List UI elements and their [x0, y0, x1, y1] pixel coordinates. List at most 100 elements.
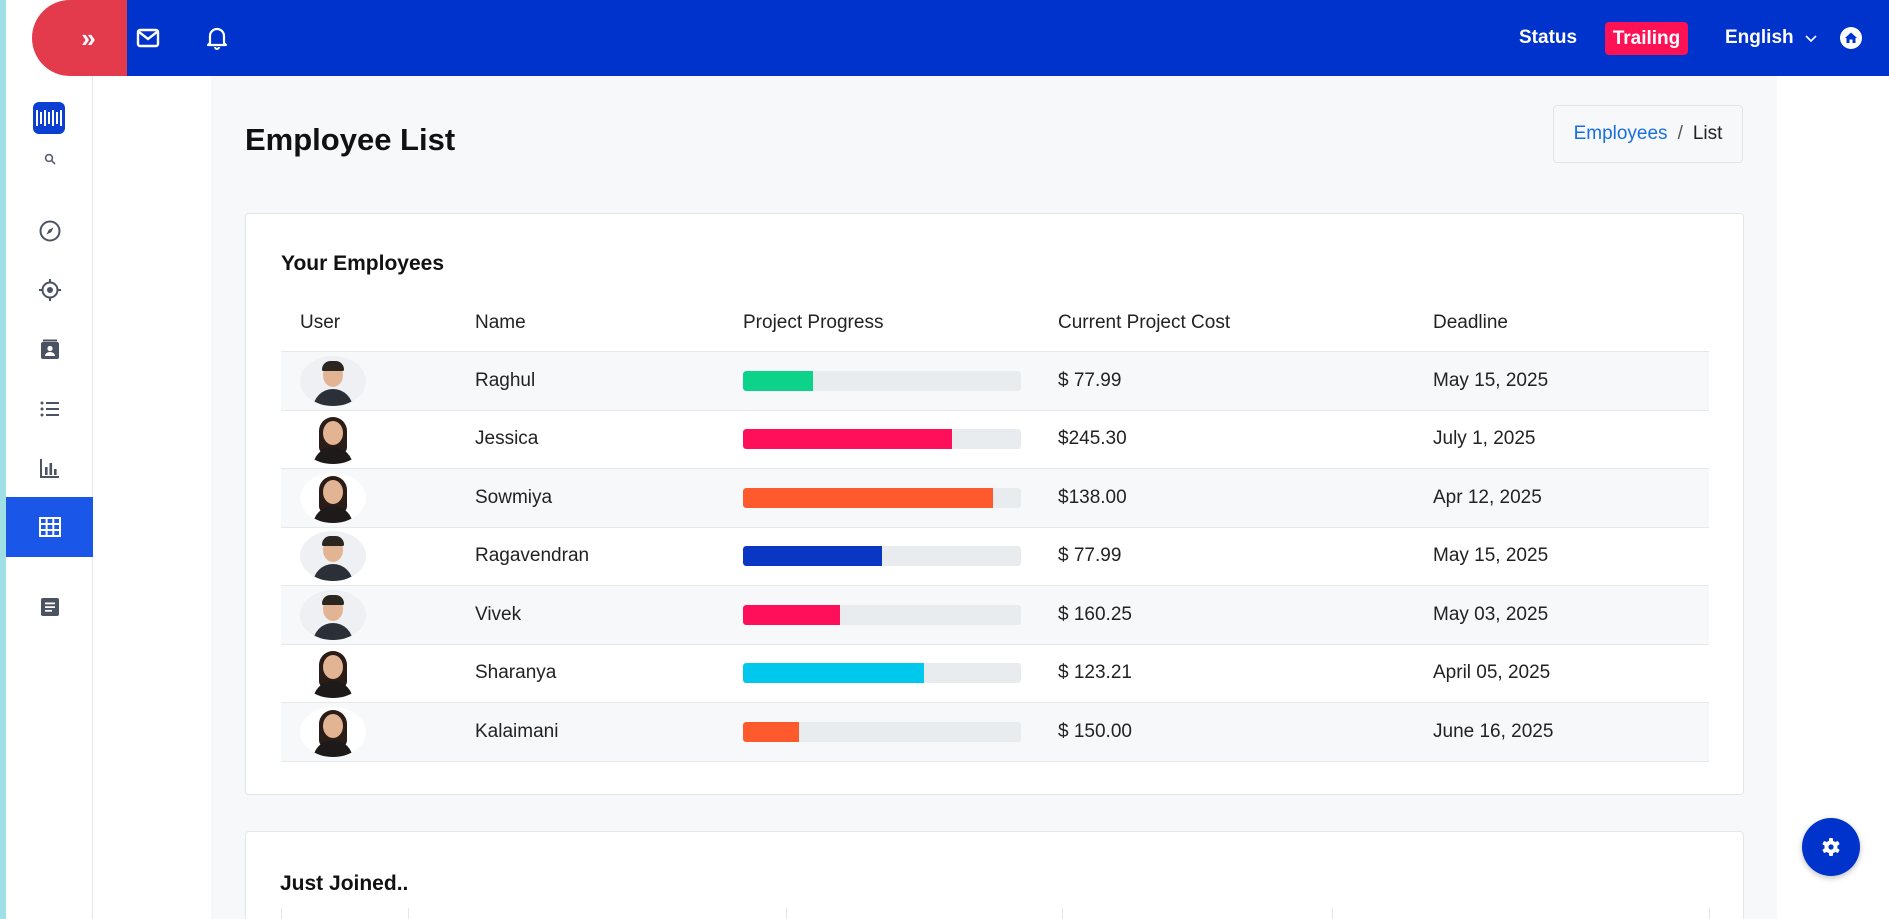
column-header-progress: Project Progress: [743, 312, 884, 333]
settings-fab[interactable]: [1802, 818, 1860, 876]
column-header-name: Name: [475, 312, 526, 333]
double-chevron-right-icon: »: [81, 22, 96, 53]
project-cost: $ 160.25: [1058, 603, 1132, 625]
table-row: Sowmiya $138.00 Apr 12, 2025: [281, 469, 1709, 528]
deadline: May 15, 2025: [1433, 545, 1549, 567]
search-icon[interactable]: [6, 135, 93, 183]
progress-cell: [743, 546, 1058, 567]
sidebar-item-charts[interactable]: [6, 438, 93, 498]
gear-icon: [1822, 838, 1840, 856]
progress-bar: [743, 546, 1021, 567]
column-divider: [281, 908, 282, 919]
user-cell: [281, 414, 475, 465]
employee-name: Sowmiya: [475, 486, 553, 508]
deadline: June 16, 2025: [1433, 720, 1554, 742]
sidebar-item-list[interactable]: [6, 379, 93, 439]
employee-name: Ragavendran: [475, 545, 590, 567]
just-joined-card: Just Joined..: [245, 831, 1744, 919]
user-cell: [281, 706, 475, 757]
deadline: May 03, 2025: [1433, 603, 1549, 625]
project-cost: $ 150.00: [1058, 720, 1132, 742]
status-link-label: Status: [1519, 27, 1578, 48]
bell-icon[interactable]: [203, 24, 231, 52]
progress-cell: [743, 429, 1058, 450]
progress-bar-fill: [743, 487, 994, 508]
home-icon[interactable]: [1837, 24, 1865, 52]
sidebar-item-explore[interactable]: [6, 201, 93, 261]
progress-bar-fill: [743, 546, 882, 567]
table-row: Sharanya $ 123.21 April 05, 2025: [281, 645, 1709, 703]
column-divider: [1332, 908, 1333, 919]
sidebar-item-targets[interactable]: [6, 260, 93, 320]
breadcrumb-current: List: [1692, 123, 1723, 144]
user-cell: [281, 531, 475, 582]
progress-bar: [743, 663, 1021, 684]
user-cell: [281, 472, 475, 523]
breadcrumb-separator: /: [1677, 123, 1683, 144]
progress-bar: [743, 604, 1021, 625]
project-cost: $245.30: [1058, 428, 1127, 450]
table-row: Ragavendran $ 77.99 May 15, 2025: [281, 528, 1709, 586]
progress-bar: [743, 721, 1021, 742]
employees-card: Your Employees User Name Project Progres…: [245, 213, 1744, 795]
project-cost: $ 77.99: [1058, 369, 1122, 391]
sidebar-item-documents[interactable]: [6, 577, 93, 637]
window-edge: [0, 0, 6, 919]
trailing-badge-label: Trailing: [1612, 27, 1681, 49]
sidebar-item-contacts[interactable]: [6, 320, 93, 380]
mail-icon[interactable]: [134, 24, 162, 52]
language-select-label: English: [1725, 27, 1794, 48]
status-link[interactable]: Status: [1519, 0, 1577, 76]
progress-cell: [743, 487, 1058, 508]
page-title: Employee List: [245, 122, 456, 157]
table-row: Jessica $245.30 July 1, 2025: [281, 411, 1709, 469]
main-content: Employee List Employees / List Your Empl…: [211, 76, 1777, 919]
employee-name: Sharanya: [475, 662, 557, 684]
progress-cell: [743, 721, 1058, 742]
deadline: April 05, 2025: [1433, 662, 1551, 684]
table-header: User Name Project Progress Current Proje…: [281, 295, 1709, 352]
employee-name: Jessica: [475, 428, 539, 450]
sidebar: [6, 76, 93, 919]
trailing-badge[interactable]: Trailing: [1605, 22, 1688, 55]
table-row: Vivek $ 160.25 May 03, 2025: [281, 586, 1709, 645]
progress-bar-fill: [743, 721, 799, 742]
employees-table: User Name Project Progress Current Proje…: [281, 295, 1709, 762]
table-row: Raghul $ 77.99 May 15, 2025: [281, 352, 1709, 411]
progress-cell: [743, 604, 1058, 625]
sidebar-item-tables[interactable]: [6, 497, 93, 557]
target-icon: [38, 279, 61, 301]
breadcrumb-link-employees[interactable]: Employees: [1573, 123, 1668, 144]
document-icon: [40, 598, 59, 616]
progress-bar-fill: [743, 663, 924, 684]
progress-cell: [743, 370, 1058, 391]
employee-name: Vivek: [475, 603, 522, 625]
project-cost: $ 123.21: [1058, 662, 1132, 684]
table-row: Kalaimani $ 150.00 June 16, 2025: [281, 703, 1709, 762]
column-divider: [786, 908, 787, 919]
deadline: July 1, 2025: [1433, 428, 1536, 450]
avatar: [300, 414, 366, 465]
top-navbar: [93, 0, 1889, 76]
list-icon: [40, 401, 59, 417]
progress-bar-fill: [743, 604, 841, 625]
avatar: [300, 706, 366, 757]
just-joined-title: Just Joined..: [280, 872, 409, 895]
progress-cell: [743, 663, 1058, 684]
brand-logo[interactable]: [33, 102, 65, 134]
employee-name: Raghul: [475, 369, 536, 391]
language-select[interactable]: English: [1725, 0, 1818, 76]
employees-card-title: Your Employees: [281, 252, 444, 275]
column-header-deadline: Deadline: [1433, 312, 1508, 333]
bar-chart-icon: [39, 459, 59, 478]
progress-bar: [743, 370, 1021, 391]
deadline: Apr 12, 2025: [1433, 486, 1542, 508]
table-icon: [38, 517, 61, 537]
progress-bar-fill: [743, 370, 813, 391]
sidebar-toggle-button[interactable]: »: [32, 0, 127, 76]
avatar: [300, 531, 366, 582]
compass-icon: [39, 220, 60, 242]
user-cell: [281, 355, 475, 406]
user-cell: [281, 648, 475, 699]
column-header-user: User: [300, 312, 341, 333]
